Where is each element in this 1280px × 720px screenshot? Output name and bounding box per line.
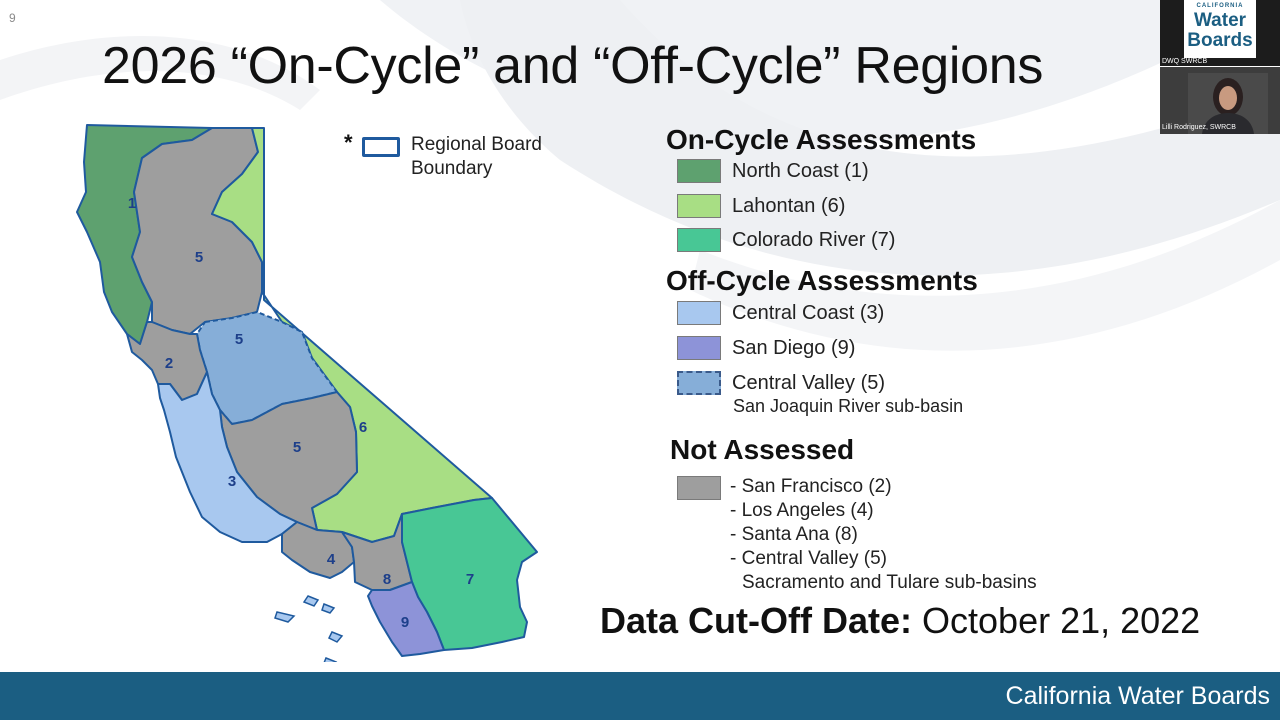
- legend-label: Colorado River (7): [732, 229, 896, 251]
- video-tile-presenter[interactable]: Lilli Rodriguez, SWRCB: [1160, 67, 1280, 134]
- background-swoosh: [0, 0, 1280, 351]
- region-label-9: 9: [401, 614, 409, 631]
- legend-label: San Diego (9): [732, 337, 856, 359]
- on-cycle-heading: On-Cycle Assessments: [666, 124, 977, 155]
- legend-label: North Coast (1): [732, 160, 869, 182]
- cutoff-date: October 21, 2022: [922, 600, 1201, 641]
- data-cutoff: Data Cut-Off Date: October 21, 2022: [600, 600, 1200, 642]
- list-item: - Los Angeles (4): [730, 500, 874, 521]
- off-cycle-heading: Off-Cycle Assessments: [666, 265, 978, 296]
- region-label-5-north: 5: [195, 249, 203, 266]
- list-item-sub: Sacramento and Tulare sub-basins: [742, 572, 1037, 593]
- region-label-4: 4: [327, 551, 336, 568]
- boundary-swatch: [362, 137, 400, 157]
- region-label-8: 8: [383, 571, 391, 588]
- legend-swatch: [677, 301, 721, 325]
- legend-label: Central Valley (5): [732, 372, 886, 394]
- region-label-6: 6: [359, 419, 367, 436]
- presenter-silhouette-icon: [1188, 73, 1268, 134]
- legend-swatch: [677, 371, 721, 395]
- footer-text: California Water Boards: [1005, 682, 1270, 710]
- region-label-3: 3: [228, 473, 236, 490]
- list-item: - Santa Ana (8): [730, 524, 858, 545]
- legend-label: Lahontan (6): [732, 195, 846, 217]
- not-assessed-heading: Not Assessed: [670, 434, 855, 465]
- list-item: - Central Valley (5): [730, 548, 887, 569]
- footer-bar: California Water Boards: [0, 672, 1280, 720]
- boundary-label: Regional Board Boundary: [411, 134, 542, 179]
- region-los-angeles: [281, 521, 355, 579]
- region-label-2: 2: [165, 355, 173, 372]
- not-assessed-list: - San Francisco (2) - Los Angeles (4) - …: [730, 475, 1037, 595]
- cutoff-label: Data Cut-Off Date:: [600, 600, 912, 641]
- slide-title: 2026 “On-Cycle” and “Off-Cycle” Regions: [102, 37, 1044, 95]
- boundary-asterisk: *: [344, 130, 353, 155]
- video-name-bottom: Lilli Rodriguez, SWRCB: [1162, 124, 1236, 131]
- region-label-1: 1: [128, 195, 136, 212]
- legend-swatch: [677, 194, 721, 218]
- legend-swatch: [677, 228, 721, 252]
- water-boards-logo: CALIFORNIA Water Boards: [1184, 0, 1256, 58]
- region-label-5-south: 5: [293, 439, 301, 456]
- slide-number: 9: [9, 11, 16, 25]
- region-label-7: 7: [466, 571, 474, 588]
- region-san-diego: [367, 581, 445, 657]
- video-tile-logo[interactable]: CALIFORNIA Water Boards DWQ SWRCB: [1160, 0, 1280, 66]
- video-panel: CALIFORNIA Water Boards DWQ SWRCB Lilli …: [1160, 0, 1280, 134]
- region-label-5-middle: 5: [235, 331, 243, 348]
- california-region-map: 1 5 5 5 2 3 6 4 8 7 9: [76, 124, 538, 662]
- video-name-top: DWQ SWRCB: [1162, 58, 1208, 65]
- legend-swatch: [677, 159, 721, 183]
- legend-swatch: [677, 336, 721, 360]
- legend-sub-san-joaquin: San Joaquin River sub-basin: [733, 396, 964, 416]
- region-central-coast: [157, 371, 298, 543]
- list-item: - San Francisco (2): [730, 476, 892, 497]
- legend-label: Central Coast (3): [732, 302, 885, 324]
- legend-swatch: [677, 476, 721, 500]
- boundary-key: * Regional Board Boundary: [344, 130, 574, 190]
